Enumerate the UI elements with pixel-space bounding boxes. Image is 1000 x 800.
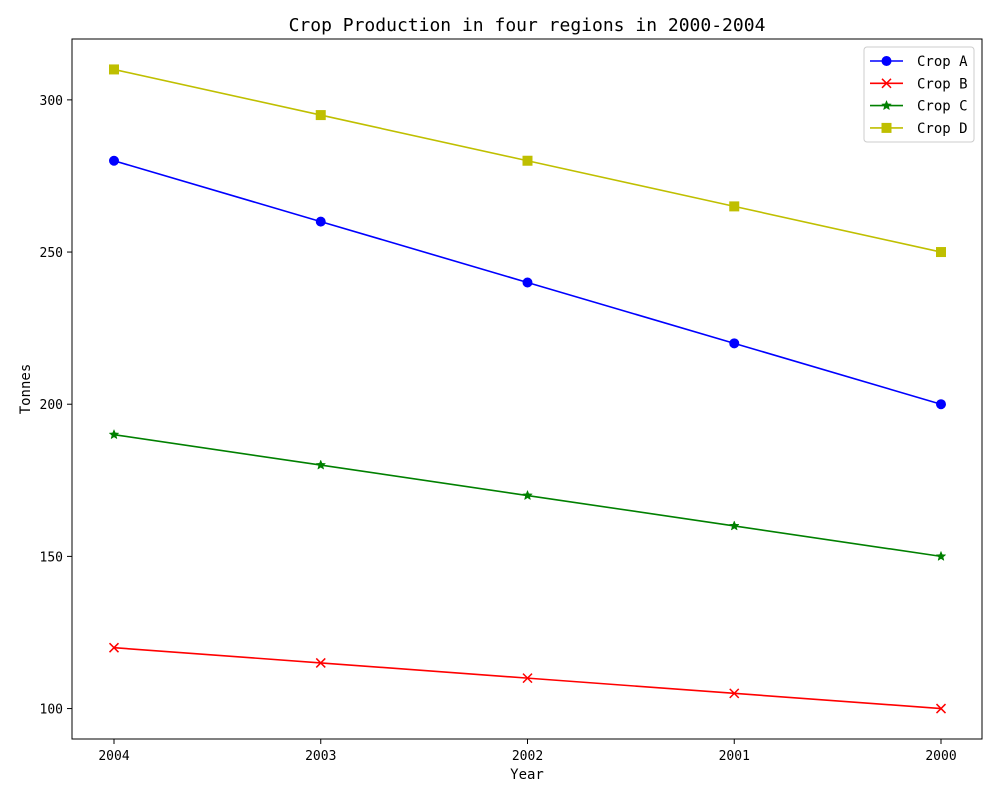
x-tick-label: 2004 [98, 749, 129, 764]
data-point [522, 673, 533, 684]
plot-frame [71, 38, 983, 740]
data-point [315, 657, 326, 668]
data-point [315, 110, 326, 121]
y-axis-label: Tonnes [18, 364, 34, 415]
data-point [522, 489, 533, 501]
x-tick-label: 2000 [925, 749, 956, 764]
legend-marker [881, 99, 892, 111]
data-point [109, 155, 119, 166]
x-tick-label: 2002 [512, 749, 543, 764]
series-crop-a [109, 155, 946, 410]
legend-marker [881, 122, 892, 133]
series-crop-b [108, 642, 947, 714]
y-tick-label: 200 [40, 398, 63, 413]
legend-box [863, 46, 975, 143]
legend-item: Crop D [870, 121, 968, 137]
legend-item: Crop C [870, 99, 968, 115]
data-point [935, 703, 947, 714]
series-crop-d [109, 64, 946, 258]
series-crop-c [108, 428, 947, 561]
legend-marker [881, 56, 892, 66]
legend-label: Crop D [917, 121, 968, 137]
x-axis-label: Year [510, 767, 544, 783]
legend-label: Crop B [917, 76, 968, 92]
data-point [729, 201, 740, 212]
legend-item: Crop A [870, 54, 968, 70]
data-point [935, 550, 947, 561]
y-axis: 100 150 200 250 300 [40, 94, 72, 718]
chart-title: Crop Production in four regions in 2000-… [289, 15, 766, 36]
data-point [936, 399, 946, 410]
x-axis: 2004 2003 2002 2001 2000 [98, 739, 957, 764]
legend-label: Crop C [917, 99, 968, 115]
data-point [728, 520, 740, 531]
y-tick-label: 100 [40, 703, 63, 718]
data-point [108, 642, 120, 653]
y-tick-label: 150 [40, 550, 63, 565]
legend-item: Crop B [870, 76, 968, 92]
y-tick-label: 300 [40, 94, 63, 109]
data-point [522, 155, 533, 166]
data-point [315, 216, 326, 227]
data-point [936, 247, 946, 258]
legend-marker [881, 78, 892, 89]
x-tick-label: 2003 [305, 749, 336, 764]
data-point [729, 338, 740, 349]
data-point [729, 688, 740, 699]
legend: Crop A Crop B Crop C Crop D [863, 46, 975, 143]
data-point [522, 277, 533, 288]
data-point [108, 428, 120, 440]
data-point [109, 64, 119, 75]
y-tick-label: 250 [40, 246, 63, 261]
legend-label: Crop A [917, 54, 968, 70]
plot-area [108, 64, 947, 714]
data-point [315, 459, 327, 470]
x-tick-label: 2001 [719, 749, 750, 764]
